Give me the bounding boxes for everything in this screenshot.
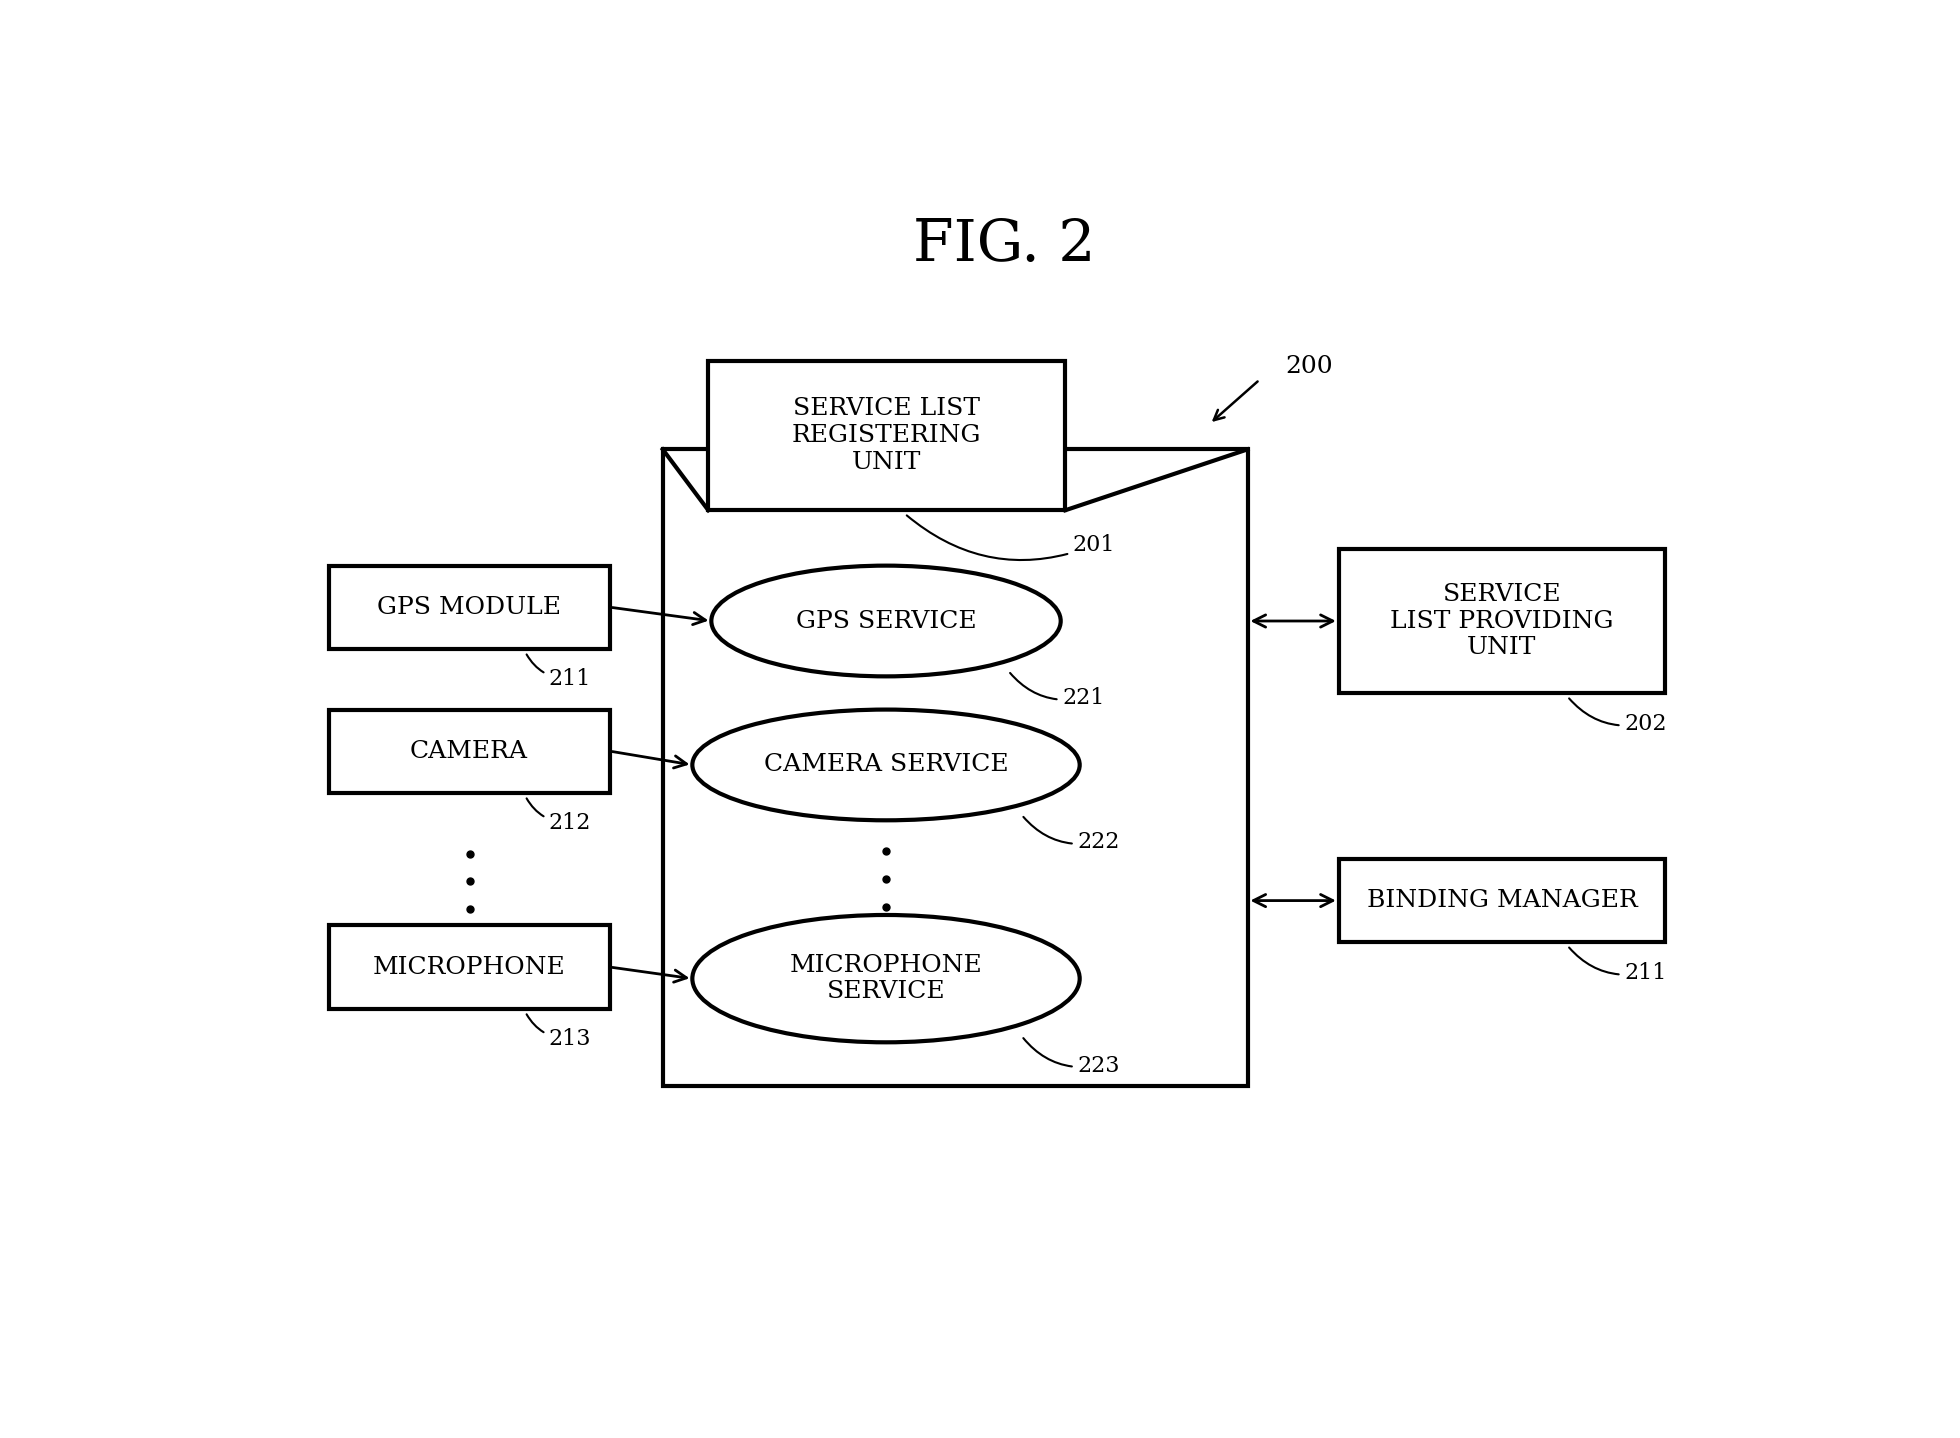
FancyBboxPatch shape	[329, 926, 610, 1008]
Text: 211: 211	[1570, 948, 1666, 984]
Text: CAMERA SERVICE: CAMERA SERVICE	[764, 754, 1007, 777]
Text: MICROPHONE: MICROPHONE	[372, 955, 564, 978]
Text: SERVICE
LIST PROVIDING
UNIT: SERVICE LIST PROVIDING UNIT	[1390, 582, 1613, 659]
Text: BINDING MANAGER: BINDING MANAGER	[1366, 889, 1637, 912]
Text: CAMERA: CAMERA	[410, 739, 527, 762]
Text: 213: 213	[527, 1014, 592, 1050]
FancyBboxPatch shape	[1339, 858, 1666, 942]
Text: 223: 223	[1023, 1038, 1119, 1077]
Text: SERVICE LIST
REGISTERING
UNIT: SERVICE LIST REGISTERING UNIT	[792, 397, 982, 473]
Text: MICROPHONE
SERVICE: MICROPHONE SERVICE	[790, 953, 982, 1004]
Text: FIG. 2: FIG. 2	[913, 217, 1096, 273]
FancyBboxPatch shape	[1339, 549, 1666, 693]
FancyBboxPatch shape	[662, 450, 1249, 1086]
Ellipse shape	[692, 709, 1080, 820]
Text: 200: 200	[1286, 355, 1333, 378]
Text: GPS SERVICE: GPS SERVICE	[796, 610, 976, 633]
FancyBboxPatch shape	[329, 565, 610, 649]
Text: 212: 212	[527, 798, 592, 834]
Text: 221: 221	[1009, 673, 1105, 709]
Text: 201: 201	[907, 515, 1115, 559]
Ellipse shape	[711, 565, 1060, 676]
Text: GPS MODULE: GPS MODULE	[376, 595, 561, 618]
Ellipse shape	[692, 915, 1080, 1043]
FancyBboxPatch shape	[708, 361, 1066, 510]
Text: 211: 211	[527, 654, 592, 690]
Text: 202: 202	[1570, 699, 1666, 735]
FancyBboxPatch shape	[329, 709, 610, 792]
Text: 222: 222	[1023, 817, 1119, 853]
